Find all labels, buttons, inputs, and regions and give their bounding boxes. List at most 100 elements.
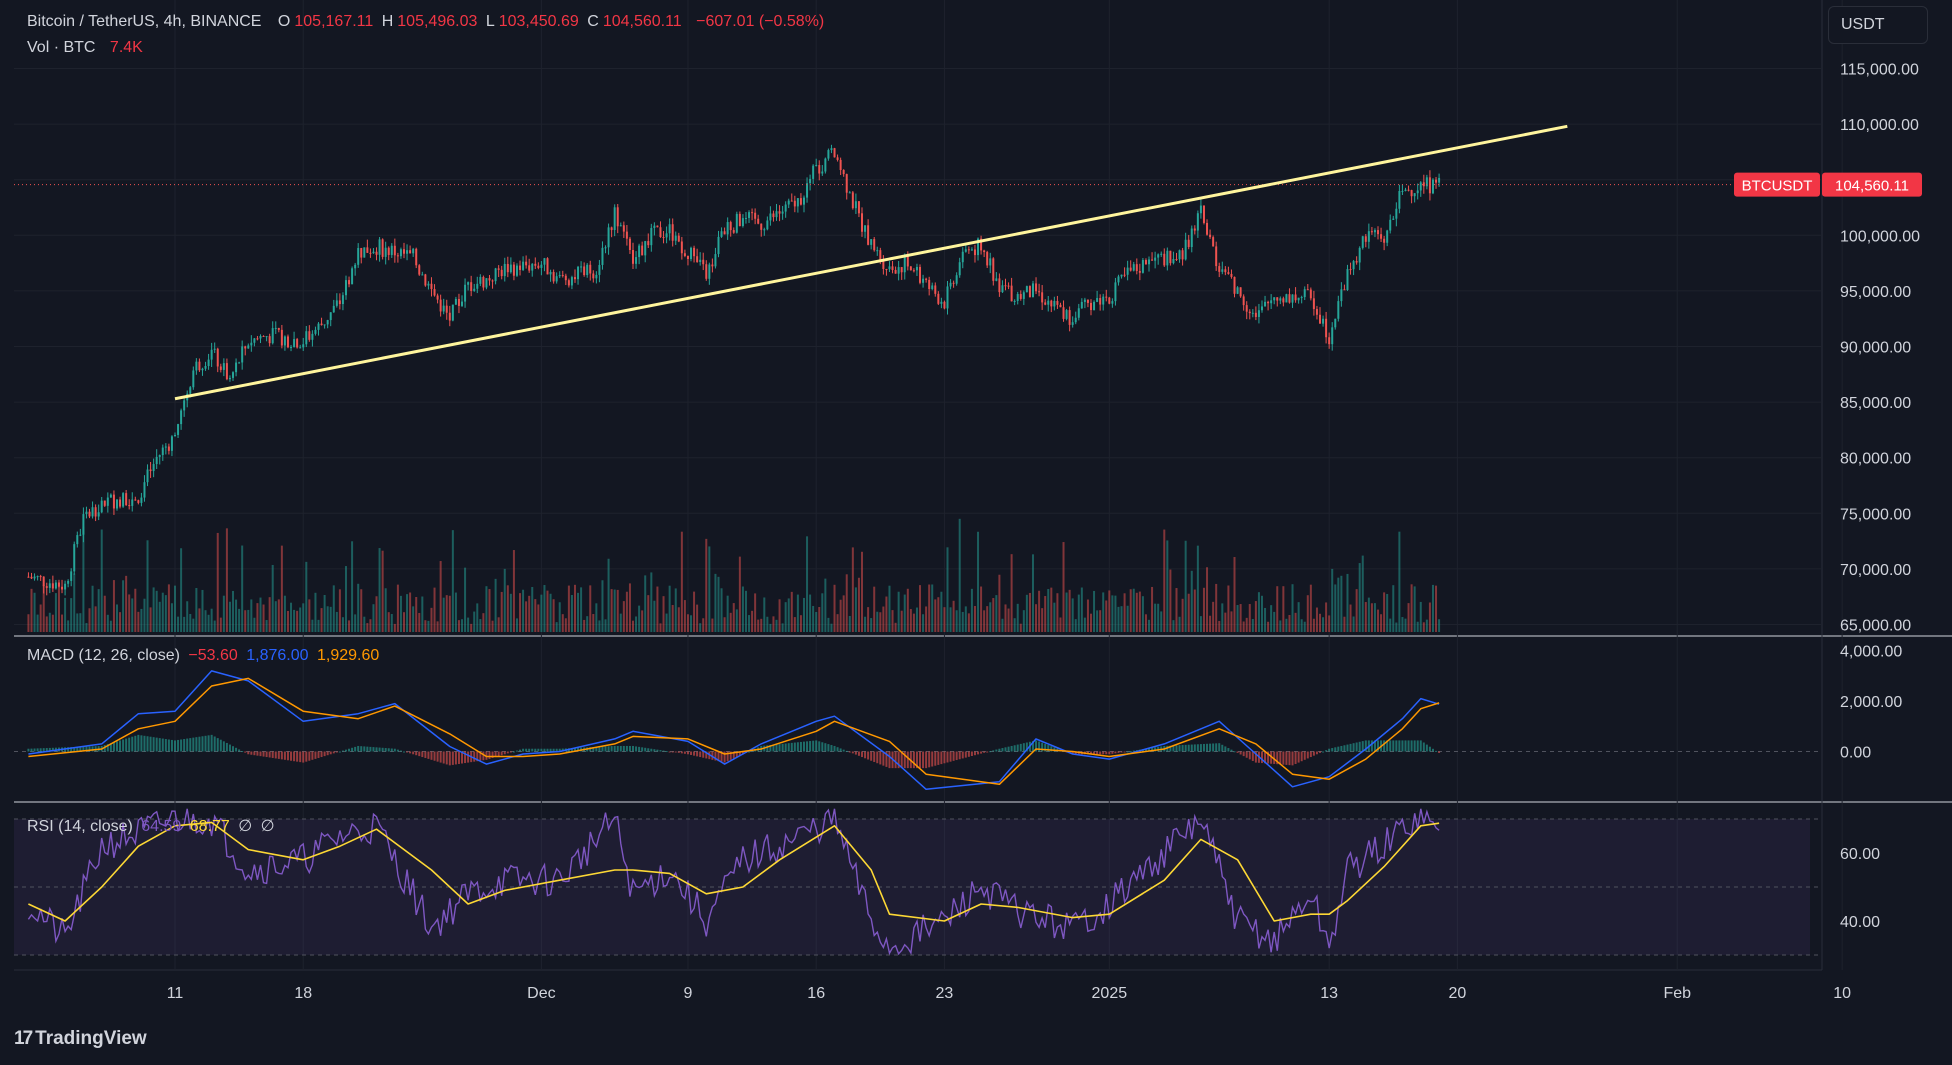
- candle-body: [1322, 318, 1325, 324]
- volume-bar: [879, 612, 882, 632]
- candle-body: [1160, 253, 1163, 255]
- candle-body: [876, 250, 879, 252]
- volume-bar: [1224, 612, 1227, 632]
- volume-bar: [934, 599, 937, 632]
- volume-bar: [806, 536, 809, 632]
- volume-bar: [867, 607, 870, 632]
- macd-histogram-bar: [1410, 740, 1413, 752]
- volume-bar: [628, 583, 631, 632]
- tradingview-logo[interactable]: 17 TradingView: [14, 1028, 147, 1050]
- macd-histogram-bar: [399, 750, 402, 752]
- macd-histogram-bar: [1212, 743, 1215, 752]
- candle-body: [115, 499, 118, 509]
- candle-body: [1294, 294, 1297, 301]
- volume-bar: [635, 616, 638, 632]
- macd-histogram-bar: [1319, 751, 1321, 753]
- macd-histogram-bar: [830, 745, 833, 752]
- volume-bar: [1352, 616, 1355, 632]
- candle-body: [67, 580, 70, 584]
- macd-histogram-bar: [726, 751, 729, 762]
- macd-histogram-bar: [653, 749, 656, 752]
- candle-body: [757, 218, 760, 224]
- volume-bar: [1233, 557, 1236, 632]
- candle-body: [592, 273, 595, 279]
- candle-body: [225, 363, 228, 380]
- candle-body: [476, 283, 479, 289]
- currency-button[interactable]: USDT: [1828, 6, 1928, 44]
- candle-body: [461, 301, 464, 306]
- volume-bar: [1187, 593, 1190, 632]
- candle-body: [1013, 300, 1016, 302]
- candle-body: [1242, 296, 1245, 306]
- volume-bar: [244, 610, 247, 632]
- macd-histogram-bar: [628, 745, 631, 752]
- volume-bar: [799, 615, 802, 632]
- candle-body: [1157, 254, 1160, 258]
- candle-body: [238, 362, 241, 364]
- volume-bar: [632, 620, 634, 632]
- macd-histogram-bar: [1389, 740, 1392, 752]
- candle-body: [247, 345, 250, 349]
- volume-bar: [506, 585, 509, 632]
- macd-histogram-bar: [1108, 751, 1111, 755]
- macd-histogram-bar: [1144, 748, 1147, 752]
- candle-body: [915, 266, 918, 271]
- macd-histogram-bar: [592, 747, 595, 752]
- volume-bar: [256, 603, 259, 632]
- volume-bar: [1035, 604, 1038, 632]
- macd-histogram-bar: [1401, 740, 1404, 752]
- volume-bar: [1242, 621, 1245, 632]
- volume-bar: [940, 591, 943, 632]
- macd-histogram-bar: [885, 751, 888, 767]
- macd-histogram-bar: [1264, 751, 1267, 764]
- macd-histogram-bar: [265, 751, 268, 758]
- macd-histogram-bar: [79, 746, 82, 752]
- volume-bar: [952, 600, 955, 632]
- candle-body: [430, 283, 433, 290]
- volume-bar: [943, 607, 946, 632]
- volume-bar: [338, 589, 341, 632]
- volume-bar: [109, 620, 112, 632]
- macd-histogram-bar: [781, 743, 784, 752]
- candle-body: [192, 370, 195, 388]
- macd-histogram-bar: [30, 748, 33, 752]
- volume-bar: [980, 586, 983, 632]
- volume-bar: [1025, 594, 1028, 632]
- candle-body: [1260, 306, 1263, 311]
- volume-bar: [876, 611, 879, 632]
- macd-histogram-bar: [1373, 740, 1376, 752]
- candle-body: [732, 230, 735, 233]
- macd-histogram-bar: [543, 748, 546, 752]
- volume-bar: [961, 611, 964, 632]
- candle-body: [1117, 276, 1120, 283]
- volume-bar: [344, 566, 347, 632]
- macd-histogram-bar: [372, 747, 375, 752]
- macd-histogram-bar: [1328, 748, 1331, 752]
- volume-bar: [812, 605, 815, 632]
- volume-bar: [784, 602, 787, 632]
- candle-body: [503, 263, 506, 277]
- macd-histogram-bar: [436, 751, 439, 762]
- volume-bar: [1175, 588, 1178, 632]
- volume-bar: [51, 614, 54, 632]
- volume-bar: [937, 597, 940, 632]
- candle-body: [1108, 297, 1111, 304]
- candle-body: [708, 264, 711, 279]
- candle-body: [543, 258, 546, 265]
- volume-bar: [1181, 598, 1184, 632]
- macd-histogram-bar: [1190, 744, 1193, 752]
- volume-legend: Vol · BTC 7.4K: [27, 39, 147, 57]
- macd-histogram-bar: [903, 751, 906, 769]
- volume-bar: [488, 589, 491, 632]
- volume-bar: [1047, 589, 1050, 632]
- volume-bar: [1016, 603, 1019, 632]
- volume-bar: [864, 616, 867, 632]
- macd-histogram-bar: [311, 751, 314, 760]
- volume-bar: [885, 596, 888, 632]
- macd-histogram-bar: [1294, 751, 1297, 764]
- candle-body: [103, 500, 106, 506]
- candle-body: [751, 212, 754, 214]
- candle-body: [399, 249, 402, 257]
- volume-bar: [845, 574, 848, 632]
